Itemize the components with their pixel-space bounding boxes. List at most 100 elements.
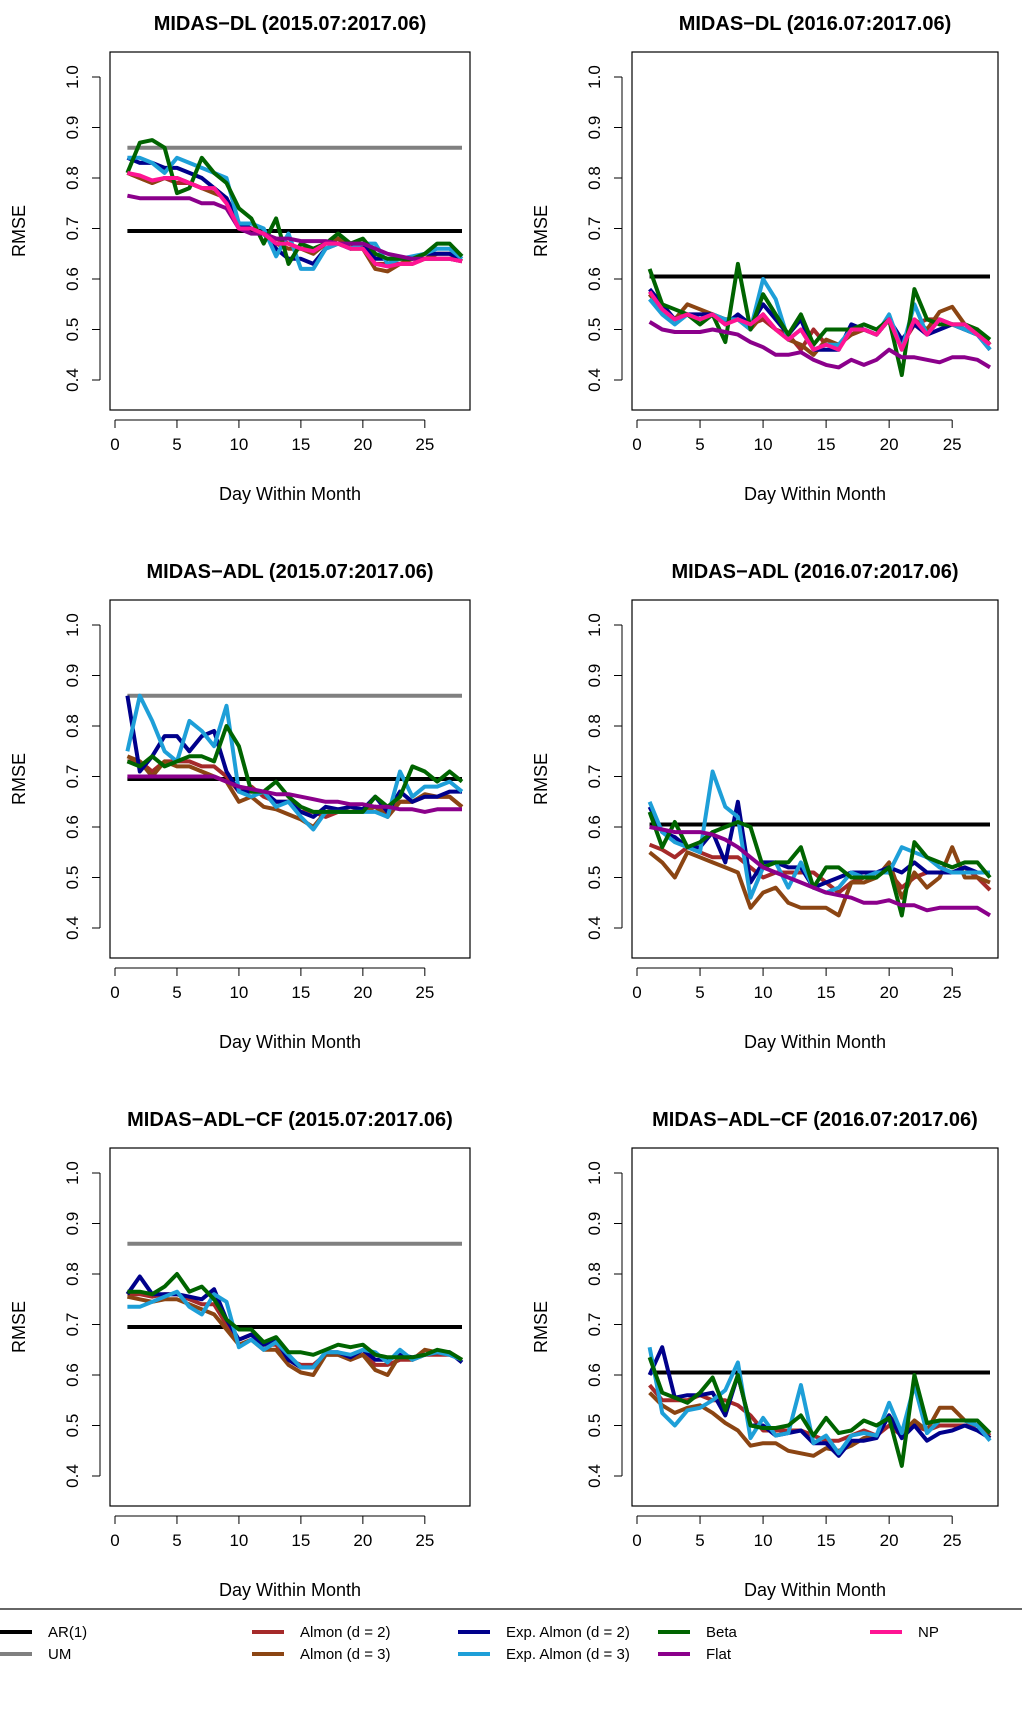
series-line	[647, 261, 992, 377]
panel-title: MIDAS−ADL−CF (2015.07:2017.06)	[127, 1109, 453, 1131]
legend-label: Almon (d = 3)	[300, 1646, 390, 1663]
y-tick-label: 0.9	[63, 1212, 82, 1236]
y-tick-label: 0.4	[63, 368, 82, 392]
legend-label: AR(1)	[48, 1624, 87, 1641]
series-line	[647, 1356, 992, 1468]
x-axis-title: Day Within Month	[219, 484, 361, 504]
x-tick-label: 15	[817, 1531, 836, 1550]
y-tick-label: 0.4	[585, 368, 604, 392]
series-line	[126, 724, 464, 814]
series-line	[127, 193, 463, 264]
legend-label: NP	[918, 1624, 939, 1641]
y-tick-label: 0.5	[585, 1414, 604, 1438]
series-line	[648, 845, 991, 918]
legend-item: UM	[0, 1646, 71, 1663]
y-tick-label: 0.4	[585, 1464, 604, 1488]
x-tick-label: 10	[229, 435, 248, 454]
legend-frame	[0, 1608, 1022, 1610]
x-tick-label: 0	[110, 983, 119, 1002]
legend-item: Exp. Almon (d = 2)	[458, 1624, 630, 1641]
y-tick-label: 0.7	[63, 217, 82, 241]
x-tick-label: 5	[695, 435, 704, 454]
legend-label: Flat	[706, 1646, 732, 1663]
y-tick-label: 0.9	[63, 664, 82, 688]
x-tick-label: 20	[880, 435, 899, 454]
y-axis-title: RMSE	[531, 753, 551, 805]
x-tick-label: 0	[632, 1531, 641, 1550]
y-axis-title: RMSE	[9, 205, 29, 257]
y-tick-label: 0.5	[63, 318, 82, 342]
x-axis-title: Day Within Month	[219, 1580, 361, 1600]
y-tick-label: 0.9	[585, 1212, 604, 1236]
plot-frame	[631, 51, 999, 411]
y-tick-label: 0.6	[63, 815, 82, 839]
series-line	[648, 320, 992, 370]
legend-item: Almon (d = 3)	[252, 1646, 390, 1663]
legend-label: Almon (d = 2)	[300, 1624, 390, 1641]
x-tick-label: 10	[754, 1531, 773, 1550]
x-tick-label: 15	[291, 983, 310, 1002]
x-tick-label: 5	[172, 1531, 181, 1550]
x-tick-label: 20	[353, 983, 372, 1002]
series-line	[647, 290, 992, 352]
x-tick-label: 15	[291, 1531, 310, 1550]
panel-title: MIDAS−ADL−CF (2016.07:2017.06)	[652, 1109, 978, 1131]
y-tick-label: 0.8	[585, 1262, 604, 1286]
x-tick-label: 25	[415, 983, 434, 1002]
y-tick-label: 0.8	[585, 714, 604, 738]
y-tick-label: 0.8	[63, 166, 82, 190]
legend-label: UM	[48, 1646, 71, 1663]
series-line	[647, 811, 992, 918]
y-axis-title: RMSE	[9, 753, 29, 805]
y-tick-label: 0.5	[585, 318, 604, 342]
series-line	[127, 774, 462, 814]
series-line	[649, 825, 992, 918]
legend-label: Beta	[706, 1624, 738, 1641]
x-tick-label: 20	[880, 983, 899, 1002]
plot-frame	[109, 1147, 471, 1507]
y-tick-label: 0.4	[63, 1464, 82, 1488]
legend-item: NP	[870, 1624, 939, 1641]
y-tick-label: 0.9	[585, 116, 604, 140]
x-tick-label: 0	[110, 435, 119, 454]
chart-panel-6: MIDAS−ADL−CF (2016.07:2017.06) 0.4 0.5 0.6 0…	[531, 1109, 999, 1600]
plot-frame	[631, 1147, 999, 1507]
legend-item: Flat	[658, 1646, 732, 1663]
plot-frame	[109, 51, 471, 411]
y-tick-label: 0.7	[585, 765, 604, 789]
y-tick-label: 0.9	[63, 116, 82, 140]
y-tick-label: 1.0	[63, 65, 82, 89]
x-axis-title: Day Within Month	[219, 1032, 361, 1052]
panel-title: MIDAS−DL (2016.07:2017.06)	[679, 13, 952, 35]
panel-title: MIDAS−ADL (2015.07:2017.06)	[147, 561, 434, 583]
legend-item: Exp. Almon (d = 3)	[458, 1646, 630, 1663]
series-line	[648, 1391, 992, 1458]
x-tick-label: 20	[353, 435, 372, 454]
chart-panel-2: MIDAS−DL (2016.07:2017.06) 0.4 0.5 0.6 0.7 0.…	[531, 13, 999, 504]
x-tick-label: 15	[291, 435, 310, 454]
y-tick-label: 0.4	[585, 916, 604, 940]
y-tick-label: 0.7	[63, 1313, 82, 1337]
y-tick-label: 0.6	[63, 1363, 82, 1387]
x-axis-title: Day Within Month	[744, 1580, 886, 1600]
x-tick-label: 15	[817, 435, 836, 454]
chart-panel-5: MIDAS−ADL−CF (2015.07:2017.06) 0.4 0.5 0.6 0…	[9, 1109, 471, 1600]
x-tick-label: 25	[415, 435, 434, 454]
y-tick-label: 0.7	[585, 1313, 604, 1337]
x-tick-label: 10	[229, 1531, 248, 1550]
x-tick-label: 25	[415, 1531, 434, 1550]
x-tick-label: 0	[632, 435, 641, 454]
y-axis-title: RMSE	[531, 1301, 551, 1353]
y-tick-label: 1.0	[63, 1161, 82, 1185]
x-tick-label: 5	[695, 1531, 704, 1550]
y-tick-label: 0.5	[63, 866, 82, 890]
x-tick-label: 5	[172, 435, 181, 454]
panel-title: MIDAS−ADL (2016.07:2017.06)	[672, 561, 959, 583]
x-tick-label: 5	[695, 983, 704, 1002]
series-line	[127, 1272, 464, 1362]
x-tick-label: 10	[754, 983, 773, 1002]
y-tick-label: 0.6	[63, 267, 82, 291]
legend-label: Exp. Almon (d = 3)	[506, 1646, 630, 1663]
x-axis-title: Day Within Month	[744, 484, 886, 504]
